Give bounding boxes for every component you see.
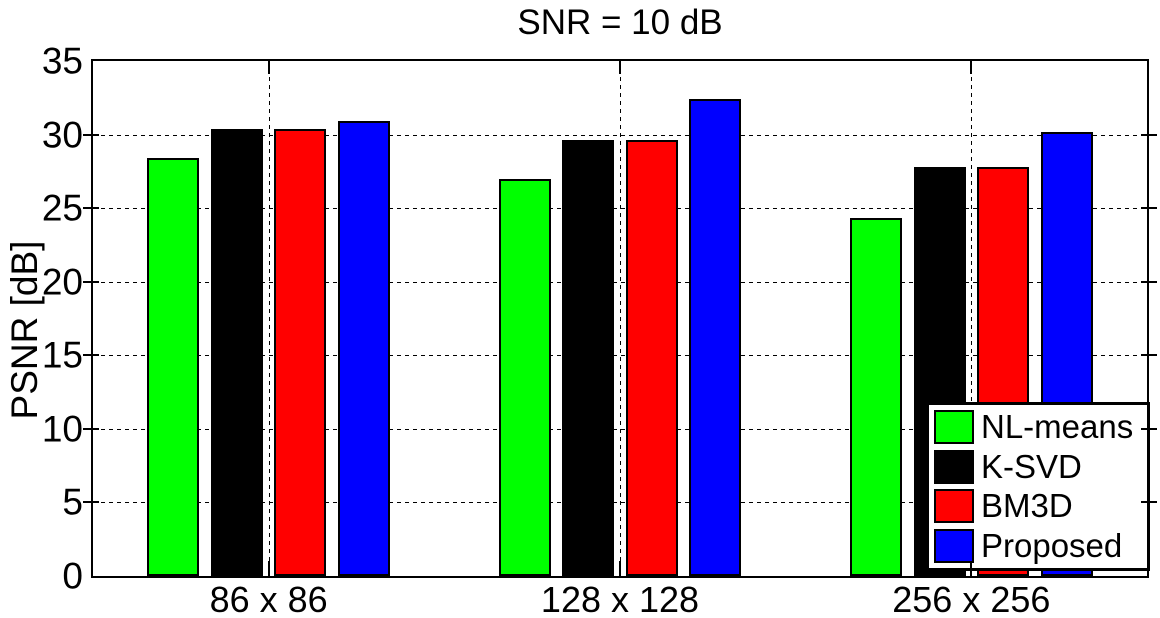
- y-tick-label: 20: [41, 261, 83, 303]
- y-tick-mark: [1141, 133, 1157, 136]
- x-tick-mark: [970, 61, 973, 74]
- bar-proposed: [337, 121, 390, 576]
- y-tick-label: 5: [62, 481, 83, 523]
- legend-label: K-SVD: [981, 447, 1082, 485]
- legend-item: Proposed: [934, 526, 1147, 564]
- x-tick-mark: [970, 561, 973, 576]
- x-tick-mark: [619, 61, 621, 74]
- x-gridline: [268, 61, 270, 576]
- x-gridline: [971, 61, 973, 576]
- y-tick-label: 35: [41, 40, 83, 82]
- y-tick-mark: [1141, 354, 1157, 357]
- y-tick-label: 15: [41, 334, 83, 376]
- y-tick-label: 30: [41, 114, 83, 156]
- bar-proposed: [689, 99, 742, 576]
- x-tick-label: 128 x 128: [540, 579, 700, 618]
- legend-item: BM3D: [934, 487, 1147, 525]
- y-tick-label: 25: [41, 187, 83, 229]
- y-tick-mark: [83, 280, 99, 283]
- y-tick-mark: [83, 207, 99, 210]
- legend: NL-means K-SVD BM3D Proposed: [926, 402, 1150, 571]
- bar-nl-means: [147, 158, 200, 576]
- legend-label: NL-means: [981, 408, 1134, 446]
- legend-label: Proposed: [981, 526, 1123, 564]
- legend-item: NL-means: [934, 408, 1147, 446]
- bar-nl-means: [850, 218, 903, 576]
- bar-k-svd: [210, 128, 263, 576]
- y-tick-mark: [1141, 427, 1157, 430]
- x-tick-label: 86 x 86: [209, 579, 328, 618]
- bar-k-svd: [562, 140, 615, 576]
- y-tick-mark: [83, 354, 99, 357]
- y-tick-mark: [83, 133, 99, 136]
- y-tick-mark: [83, 501, 99, 504]
- y-tick-mark: [1141, 501, 1157, 504]
- bar-bm3d: [625, 140, 678, 576]
- y-tick-mark: [83, 427, 99, 430]
- bar-bm3d: [274, 128, 327, 576]
- y-tick-mark: [1141, 280, 1157, 283]
- legend-swatch-nl-means: [934, 410, 974, 445]
- x-tick-mark: [267, 61, 270, 74]
- x-tick-label: 256 x 256: [892, 579, 1051, 618]
- legend-swatch-k-svd: [934, 449, 974, 484]
- y-tick-mark: [1141, 207, 1157, 210]
- plot-area: NL-means K-SVD BM3D Proposed: [83, 59, 1157, 578]
- bar-nl-means: [498, 178, 551, 576]
- legend-label: BM3D: [981, 487, 1073, 525]
- y-tick-label: 0: [62, 555, 83, 597]
- x-tick-mark: [267, 561, 270, 576]
- legend-item: K-SVD: [934, 447, 1147, 485]
- legend-swatch-proposed: [934, 528, 974, 563]
- y-tick-label: 10: [41, 408, 83, 450]
- chart-title: SNR = 10 dB: [517, 3, 723, 42]
- x-tick-mark: [619, 561, 621, 576]
- x-gridline: [620, 61, 621, 576]
- legend-swatch-bm3d: [934, 489, 974, 524]
